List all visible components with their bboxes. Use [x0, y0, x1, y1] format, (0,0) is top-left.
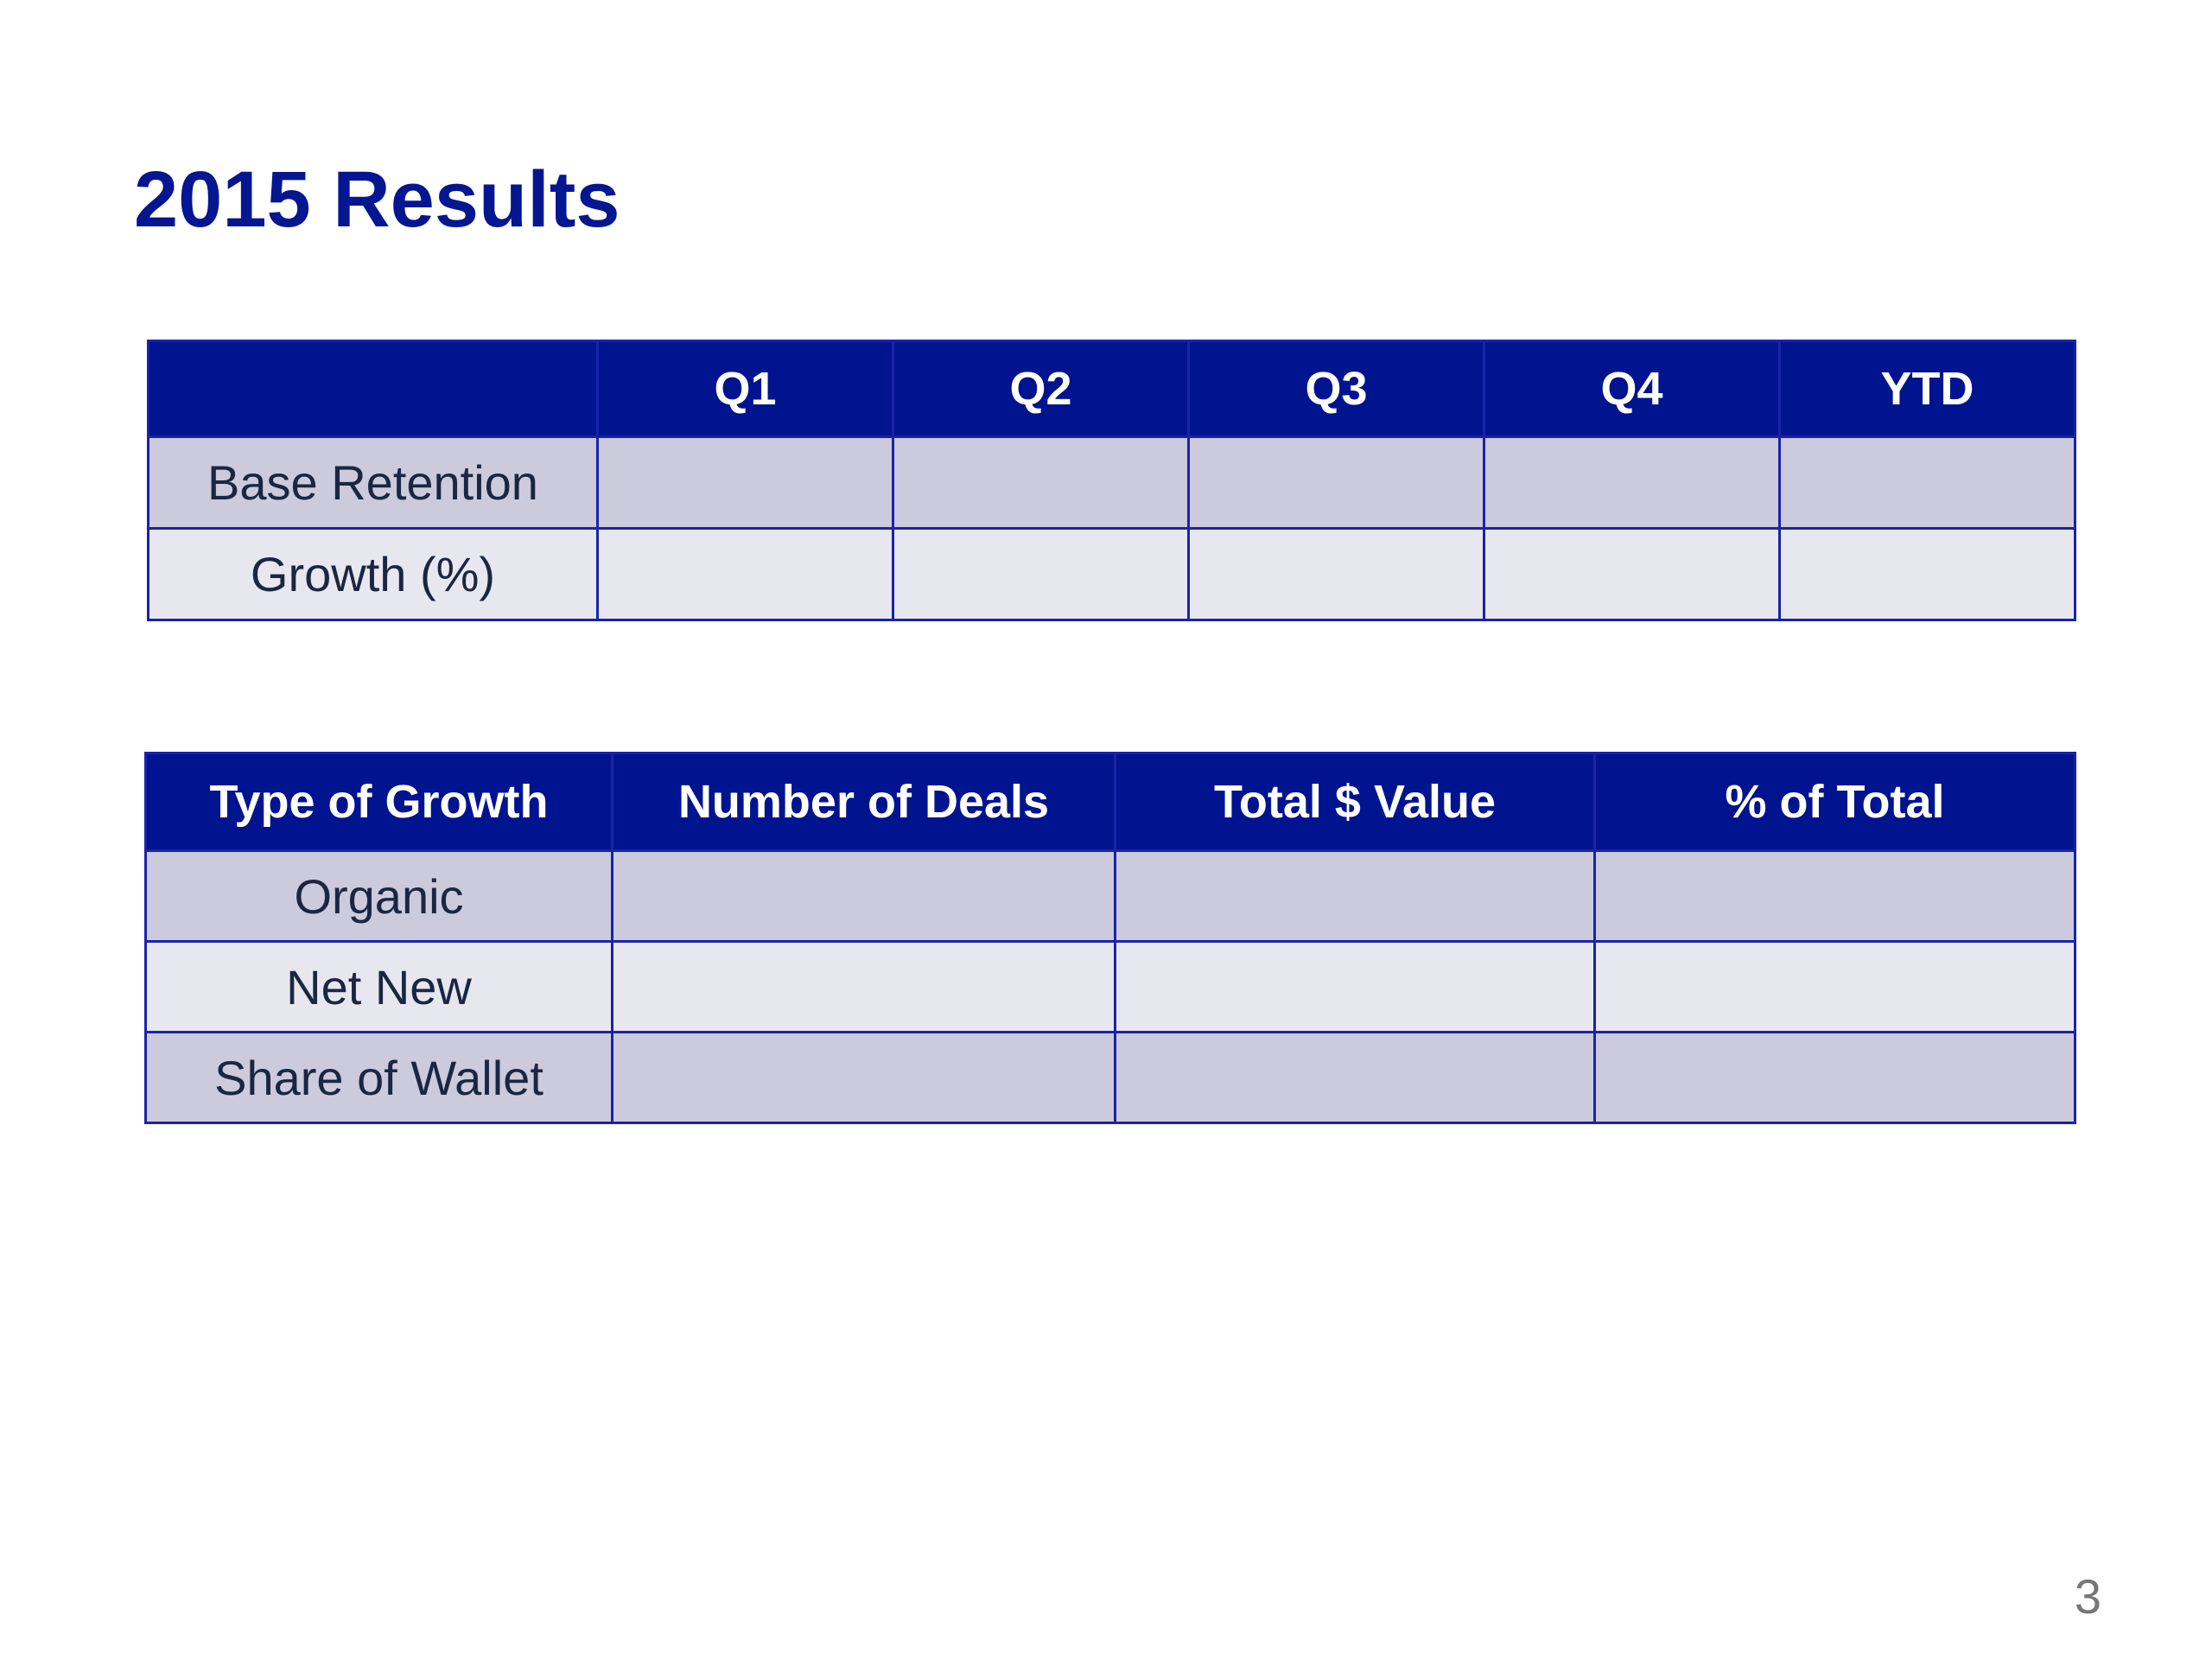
table-cell: [1593, 940, 2076, 1033]
table-cell: [611, 1031, 1116, 1124]
growth-type-table: Type of Growth Number of Deals Total $ V…: [144, 752, 2076, 1124]
table-cell: [596, 527, 894, 621]
column-header-q2: Q2: [892, 340, 1190, 438]
table-row: Growth (%): [147, 527, 2076, 621]
table-cell: [1778, 435, 2076, 530]
table-cell: [1593, 849, 2076, 943]
page-number: 3: [2074, 1569, 2101, 1624]
table-cell: [1187, 435, 1485, 530]
column-header-number-of-deals: Number of Deals: [611, 752, 1116, 852]
table-row: Base Retention: [147, 435, 2076, 530]
table-row: Net New: [144, 940, 2076, 1033]
table-cell: [596, 435, 894, 530]
table-cell: [1114, 940, 1596, 1033]
column-header-q3: Q3: [1187, 340, 1485, 438]
row-label-growth-percent: Growth (%): [147, 527, 599, 621]
row-label-organic: Organic: [144, 849, 613, 943]
table-cell: [1483, 435, 1781, 530]
table-cell: [1187, 527, 1485, 621]
table-header-row: Type of Growth Number of Deals Total $ V…: [144, 752, 2076, 852]
column-header-type-of-growth: Type of Growth: [144, 752, 613, 852]
row-label-base-retention: Base Retention: [147, 435, 599, 530]
slide-title: 2015 Results: [134, 156, 620, 244]
row-label-net-new: Net New: [144, 940, 613, 1033]
table-row: Share of Wallet: [144, 1031, 2076, 1124]
table-cell: [1593, 1031, 2076, 1124]
table-cell: [892, 435, 1190, 530]
table-row: Organic: [144, 849, 2076, 943]
table-header-row: Q1 Q2 Q3 Q4 YTD: [147, 340, 2076, 438]
table-cell: [1114, 849, 1596, 943]
table-cell: [892, 527, 1190, 621]
column-header-total-value: Total $ Value: [1114, 752, 1596, 852]
column-header-ytd: YTD: [1778, 340, 2076, 438]
table-cell: [1778, 527, 2076, 621]
row-label-share-of-wallet: Share of Wallet: [144, 1031, 613, 1124]
column-header-q1: Q1: [596, 340, 894, 438]
column-header-q4: Q4: [1483, 340, 1781, 438]
table-cell: [1114, 1031, 1596, 1124]
column-header-percent-of-total: % of Total: [1593, 752, 2076, 852]
header-corner-cell: [147, 340, 599, 438]
table-cell: [611, 940, 1116, 1033]
table-cell: [611, 849, 1116, 943]
quarterly-results-table: Q1 Q2 Q3 Q4 YTD Base Retention Growth (%…: [147, 340, 2076, 621]
table-cell: [1483, 527, 1781, 621]
